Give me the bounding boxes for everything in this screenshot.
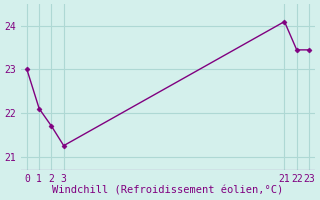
X-axis label: Windchill (Refroidissement éolien,°C): Windchill (Refroidissement éolien,°C) — [52, 186, 284, 196]
